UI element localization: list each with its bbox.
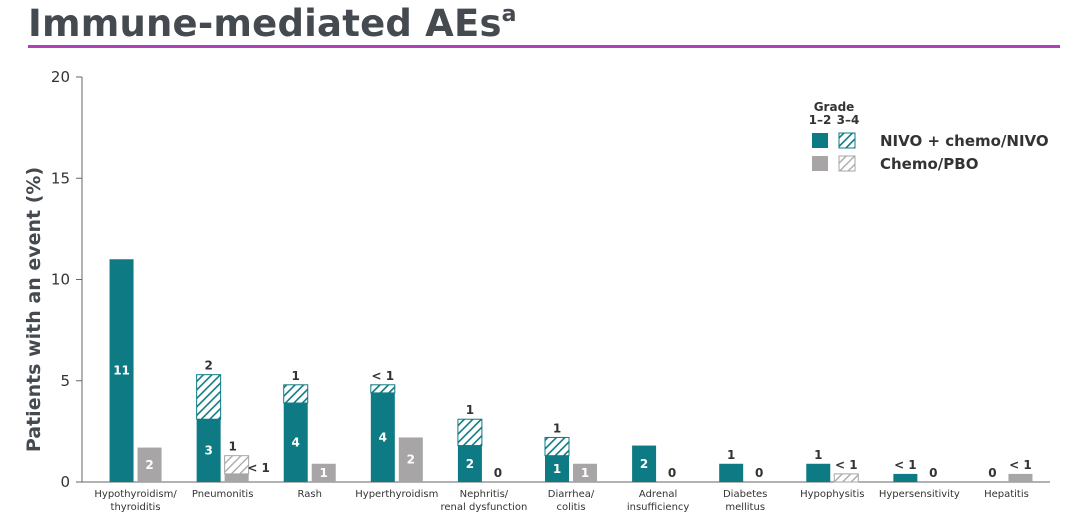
legend-swatch-grade34 <box>838 155 856 172</box>
data-label-nivo-grade12: 1 <box>553 462 561 476</box>
y-tick-label: 5 <box>60 372 70 390</box>
page-title: Immune-mediated AEsa <box>28 2 517 45</box>
data-label-chemo-grade12: 0 <box>929 466 937 480</box>
bar-nivo-grade12 <box>545 455 569 482</box>
bar-chemo-grade12 <box>224 473 249 482</box>
data-label-chemo-grade12: 0 <box>494 466 502 480</box>
data-label-nivo-grade12: 3 <box>204 444 212 458</box>
data-label-chemo-grade12: 2 <box>145 458 153 472</box>
x-tick-label: Diabetes <box>723 489 767 500</box>
data-label-chemo-grade12: 0 <box>668 466 676 480</box>
bar-chemo-grade12 <box>573 463 597 482</box>
data-label-nivo-grade34: < 1 <box>372 369 395 383</box>
bar-nivo-grade12 <box>109 259 134 482</box>
data-label-chemo-grade12: 1 <box>581 466 589 480</box>
bar-chemo-grade12 <box>311 463 336 482</box>
title-footnote-marker: a <box>501 1 517 27</box>
legend-swatch-grade12 <box>812 133 828 148</box>
y-tick-label: 20 <box>51 68 70 86</box>
data-label-chemo-grade34: 1 <box>228 440 236 454</box>
x-tick-label: Adrenal <box>639 489 677 500</box>
legend-swatch-grade12 <box>812 156 828 171</box>
x-tick-label: renal dysfunction <box>441 502 528 513</box>
bar-nivo-grade34 <box>457 418 483 447</box>
data-label-nivo-grade34: 1 <box>292 369 300 383</box>
data-label-chemo-grade12: 0 <box>755 466 763 480</box>
data-label-nivo-grade12: 2 <box>640 457 648 471</box>
legend-col-grade34: 3–4 <box>837 113 860 127</box>
bar-nivo-grade12 <box>457 445 482 482</box>
x-tick-label: mellitus <box>725 502 765 513</box>
bar-nivo-grade12 <box>632 445 657 482</box>
x-tick-label: Hypersensitivity <box>879 489 960 500</box>
data-label-chemo-grade12: < 1 <box>247 461 270 475</box>
title-divider <box>28 45 1060 48</box>
data-label-chemo-grade12: 1 <box>320 466 328 480</box>
data-label-chemo-grade34: < 1 <box>835 458 858 472</box>
bar-chemo-grade34 <box>224 455 250 475</box>
x-tick-label: colitis <box>556 502 585 513</box>
legend-heading: Grade <box>814 100 855 114</box>
data-label-nivo-grade12: 11 <box>113 364 130 378</box>
x-tick-label: Pneumonitis <box>192 489 254 500</box>
data-label-nivo-grade34: 1 <box>553 421 561 435</box>
y-tick-label: 15 <box>51 169 70 187</box>
x-tick-label: Diarrhea/ <box>548 489 595 500</box>
data-label-nivo-grade12: 1 <box>814 448 822 462</box>
bar-nivo-grade34 <box>283 384 309 404</box>
data-label-nivo-grade34: 1 <box>466 403 474 417</box>
chart-bars <box>109 259 1033 483</box>
bar-nivo-grade34 <box>370 384 396 394</box>
bar-nivo-grade12 <box>370 392 395 482</box>
x-tick-label: Hepatitis <box>984 489 1029 500</box>
x-tick-label: thyroiditis <box>111 502 161 513</box>
bar-nivo-grade34 <box>544 436 570 457</box>
legend-swatch-grade34 <box>838 132 856 149</box>
data-label-nivo-grade12: 4 <box>379 430 387 444</box>
data-label-nivo-grade12: 1 <box>727 448 735 462</box>
data-label-nivo-grade12: < 1 <box>894 458 917 472</box>
legend-entry-label: NIVO + chemo/NIVO <box>880 132 1049 150</box>
y-tick-label: 10 <box>51 271 70 289</box>
x-tick-label: Nephritis/ <box>460 489 509 500</box>
data-label-nivo-grade12: 4 <box>292 436 300 450</box>
y-axis-title: Patients with an event (%) <box>23 167 45 452</box>
bar-chemo-grade34 <box>833 473 859 483</box>
data-label-chemo-grade12: 2 <box>407 453 415 467</box>
x-tick-label: insufficiency <box>627 502 690 513</box>
x-tick-label: Hypothyroidism/ <box>94 489 177 500</box>
legend-entry-label: Chemo/PBO <box>880 155 978 173</box>
bar-nivo-grade12 <box>893 473 918 482</box>
page-title-text: Immune-mediated AEs <box>28 2 502 45</box>
y-tick-label: 0 <box>60 473 70 491</box>
bar-chemo-grade12 <box>1008 473 1033 482</box>
bar-chemo-grade12 <box>398 437 423 482</box>
x-tick-label: Rash <box>298 489 322 500</box>
bar-nivo-grade12 <box>806 463 831 482</box>
data-label-chemo-grade12: < 1 <box>1009 458 1032 472</box>
bar-nivo-grade12 <box>719 463 744 482</box>
data-label-nivo-grade12: 0 <box>988 466 996 480</box>
legend-col-grade12: 1–2 <box>809 113 832 127</box>
bar-nivo-grade12 <box>196 419 221 482</box>
x-tick-label: Hypophysitis <box>800 489 864 500</box>
bar-nivo-grade12 <box>283 403 308 482</box>
x-tick-label: Hyperthyroidism <box>355 489 438 500</box>
data-label-nivo-grade34: 2 <box>204 359 212 373</box>
data-label-nivo-grade12: 2 <box>466 457 474 471</box>
bar-nivo-grade34 <box>196 374 222 420</box>
bar-chemo-grade12 <box>137 447 162 482</box>
